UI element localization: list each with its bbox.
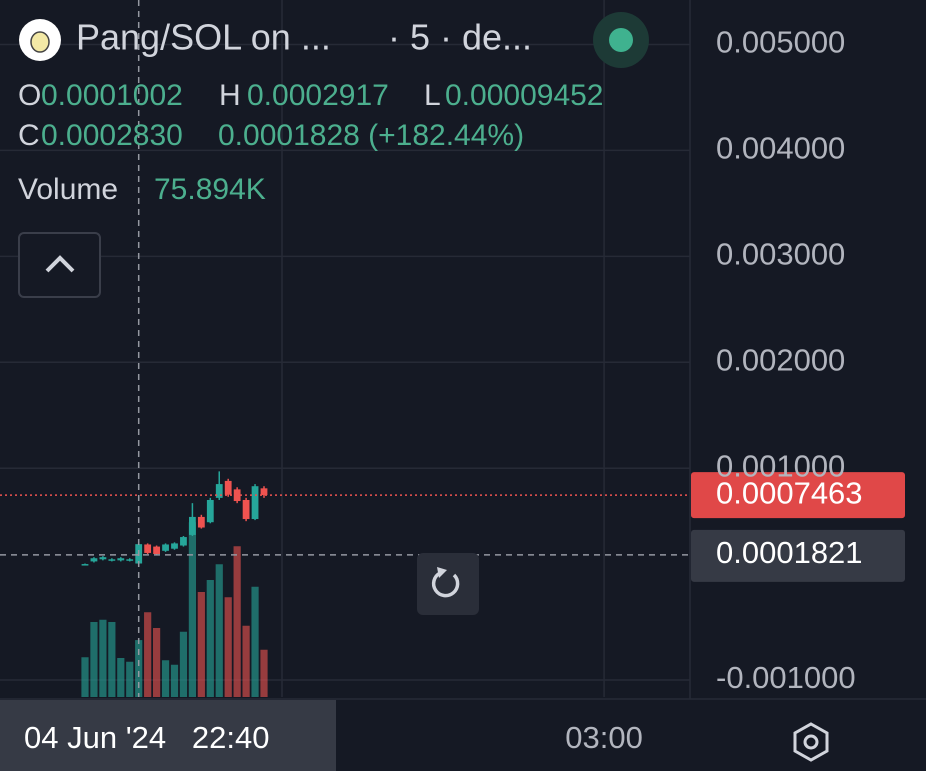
crosshair-time-tag	[0, 700, 336, 771]
volume-bar	[153, 628, 161, 697]
volume-bar	[144, 612, 152, 697]
candle-body	[126, 559, 134, 561]
candle-body	[108, 559, 116, 561]
candle-body	[90, 558, 98, 562]
last-price-label: 0.0007463	[716, 475, 863, 510]
volume-bar	[260, 649, 268, 697]
volume-bar	[179, 631, 188, 697]
candle-body	[162, 544, 169, 551]
volume-bar	[224, 597, 232, 697]
collapse-button[interactable]	[18, 232, 101, 298]
status-dot	[609, 28, 633, 52]
volume-pane	[81, 522, 268, 697]
volume-bar	[188, 522, 196, 697]
settings-icon	[803, 734, 819, 750]
y-tick-label: 0.003000	[716, 237, 845, 272]
candle-body	[260, 488, 268, 496]
close-label: C	[18, 119, 40, 152]
symbol-title[interactable]: Pang/SOL on ...	[76, 17, 331, 58]
settings-button[interactable]	[793, 722, 829, 762]
candle-body	[189, 516, 196, 535]
y-tick-label: 0.004000	[716, 131, 845, 166]
x-tick-label: 03:00	[565, 720, 643, 755]
reset-icon	[431, 571, 460, 598]
candle-body	[99, 557, 107, 560]
candle-body	[117, 558, 125, 561]
candle-body	[197, 516, 205, 528]
y-tick-label: 0.001000	[716, 448, 845, 483]
interval-source[interactable]: · 5 · de...	[388, 17, 532, 58]
open-value: 0.0001002	[41, 79, 183, 112]
volume-bar	[251, 586, 259, 697]
last-price-tag	[691, 472, 905, 519]
low-label: L	[424, 79, 441, 112]
crosshair-price-label: 0.0001821	[716, 535, 863, 570]
candle-body	[153, 546, 160, 554]
reset-icon-arrow	[437, 567, 447, 578]
crosshair-time-label: 04 Jun '24 22:40	[24, 720, 270, 755]
volume-bar	[81, 657, 89, 697]
volume-bar	[99, 619, 107, 697]
volume-bar	[161, 660, 170, 697]
candle-body	[144, 544, 152, 553]
reset-button[interactable]	[417, 553, 479, 615]
candle-body	[215, 484, 223, 498]
candle-body	[242, 499, 250, 520]
volume-bar	[117, 658, 125, 697]
y-tick-label: -0.001000	[716, 660, 856, 695]
high-value: 0.0002917	[247, 79, 389, 112]
volume-bar	[108, 622, 116, 697]
crosshair-price-tag	[691, 529, 905, 582]
volume-bar	[215, 564, 223, 697]
candle-body	[81, 564, 89, 566]
candle-body	[180, 537, 187, 546]
token-icon-figure	[30, 31, 50, 53]
volume-bar	[242, 625, 250, 697]
candle-body	[224, 480, 232, 495]
candle-body	[233, 489, 241, 502]
candle-body	[171, 543, 178, 549]
change-value: 0.0001828 (+182.44%)	[218, 119, 524, 152]
overlay: 0.0007463 0.0001821 04 Jun '24 22:40	[0, 0, 905, 771]
volume-bar	[233, 546, 241, 697]
candles	[81, 471, 268, 566]
y-tick-label: 0.002000	[716, 342, 845, 377]
close-value: 0.0002830	[41, 119, 183, 152]
volume-label: Volume	[18, 173, 118, 206]
candle-body	[206, 499, 214, 523]
volume-bar	[90, 622, 98, 697]
volume-bar	[135, 640, 143, 697]
volume-bar	[126, 661, 134, 697]
volume-value: 75.894K	[154, 173, 266, 206]
high-label: H	[219, 79, 241, 112]
volume-bar	[206, 580, 214, 697]
volume-bar	[197, 592, 205, 697]
low-value: 0.00009452	[445, 79, 604, 112]
candle-body	[251, 486, 259, 520]
y-tick-label: 0.005000	[716, 25, 845, 60]
volume-bar	[170, 664, 179, 697]
open-label: O	[18, 79, 41, 112]
collapse-icon	[45, 255, 75, 273]
